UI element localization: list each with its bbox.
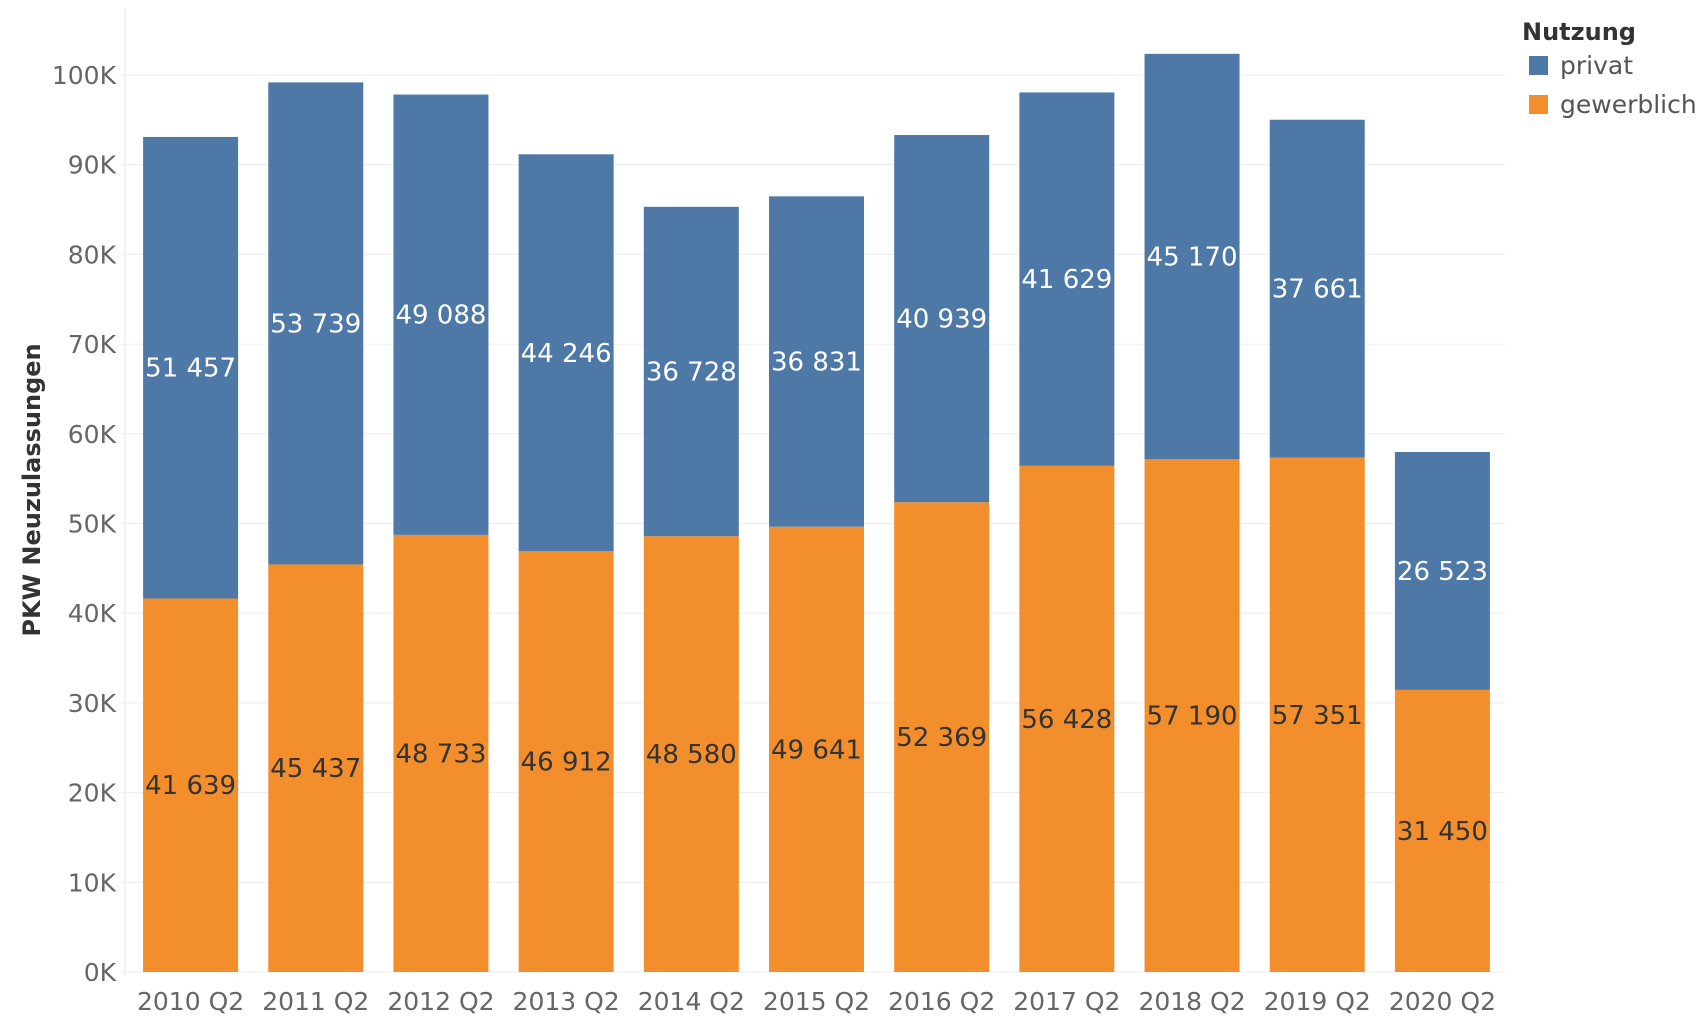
bar-value-label: 46 912 [521, 748, 612, 778]
legend: Nutzung privat gewerblich [1522, 18, 1697, 119]
bar-value-label: 48 580 [646, 740, 737, 770]
x-tick-label: 2016 Q2 [888, 987, 995, 1014]
value-labels: 41 639 51 457 45 437 53 739 48 733 49 088 46 9… [145, 242, 1488, 847]
bar-privat [1269, 119, 1365, 458]
bar-value-label: 40 939 [896, 305, 987, 335]
x-tick-label: 2011 Q2 [262, 987, 369, 1014]
bar-gewerblich [143, 598, 239, 972]
bar-value-label: 36 831 [771, 348, 862, 378]
bar-gewerblich [894, 502, 990, 972]
bar-value-label: 26 523 [1397, 557, 1488, 587]
y-tick-label: 50K [68, 510, 117, 539]
bar-value-label: 31 450 [1397, 817, 1488, 847]
x-tick-label: 2020 Q2 [1389, 987, 1496, 1014]
y-tick-label: 80K [68, 240, 117, 269]
bar-value-label: 53 739 [270, 309, 361, 339]
x-tick-label: 2017 Q2 [1013, 987, 1120, 1014]
bar-gewerblich [769, 526, 864, 972]
bar-gewerblich [1144, 459, 1240, 972]
y-tick-label: 100K [52, 61, 117, 90]
x-tick-label: 2012 Q2 [387, 987, 494, 1014]
bar-privat [643, 206, 739, 537]
y-axis: 0K 10K 20K 30K 40K 50K 60K 70K 80K 90K 100K [52, 61, 117, 987]
bar-privat [769, 196, 864, 527]
bar-value-label: 51 457 [145, 354, 236, 384]
bar-value-label: 45 170 [1147, 242, 1238, 272]
bars [143, 53, 1490, 972]
x-tick-label: 2019 Q2 [1264, 987, 1371, 1014]
legend-label-gewerblich: gewerblich [1560, 90, 1697, 119]
bar-privat [1144, 53, 1240, 460]
bar-value-label: 48 733 [395, 739, 486, 769]
bar-gewerblich [518, 551, 614, 972]
bar-privat [1394, 451, 1490, 690]
bar-privat [143, 136, 239, 599]
x-tick-label: 2015 Q2 [763, 987, 870, 1014]
y-tick-label: 70K [68, 330, 117, 359]
legend-swatch-privat [1529, 56, 1548, 75]
bar-value-label: 37 661 [1272, 275, 1363, 305]
legend-title: Nutzung [1522, 18, 1636, 46]
legend-entries: privat gewerblich [1529, 51, 1697, 119]
bar-value-label: 49 088 [395, 301, 486, 331]
bar-value-label: 56 428 [1021, 705, 1112, 735]
bar-privat [894, 135, 990, 503]
x-tick-label: 2014 Q2 [638, 987, 745, 1014]
bar-value-label: 36 728 [646, 358, 737, 388]
x-tick-label: 2018 Q2 [1138, 987, 1245, 1014]
bar-value-label: 52 369 [896, 723, 987, 753]
x-tick-label: 2013 Q2 [513, 987, 620, 1014]
bar-privat [268, 82, 364, 565]
y-tick-label: 10K [68, 868, 117, 897]
bar-privat [518, 154, 614, 552]
y-axis-title: PKW Neuzulassungen [18, 343, 46, 636]
bar-gewerblich [1394, 689, 1490, 972]
bar-value-label: 57 190 [1147, 702, 1238, 732]
y-tick-label: 90K [68, 151, 117, 180]
bar-gewerblich [268, 564, 364, 972]
bar-gewerblich [643, 536, 739, 972]
bar-value-label: 45 437 [270, 754, 361, 784]
bar-value-label: 57 351 [1272, 701, 1363, 731]
y-tick-label: 30K [68, 689, 117, 718]
x-tick-label: 2010 Q2 [137, 987, 244, 1014]
y-tick-label: 0K [84, 958, 117, 987]
bar-gewerblich [1269, 457, 1365, 972]
bar-privat [393, 94, 489, 535]
bar-value-label: 41 639 [145, 771, 236, 801]
y-tick-label: 20K [68, 779, 117, 808]
bar-gewerblich [393, 534, 489, 972]
y-tick-label: 40K [68, 599, 117, 628]
bar-gewerblich [1019, 465, 1115, 972]
bar-value-label: 41 629 [1021, 265, 1112, 295]
bar-privat [1019, 92, 1115, 466]
bar-value-label: 44 246 [521, 339, 612, 369]
bar-value-label: 49 641 [771, 735, 862, 765]
legend-swatch-gewerblich [1529, 95, 1548, 114]
legend-label-privat: privat [1560, 51, 1633, 80]
y-tick-label: 60K [68, 420, 117, 449]
x-axis: 2010 Q2 2011 Q2 2012 Q2 2013 Q2 2014 Q2 2015 … [137, 987, 1496, 1016]
